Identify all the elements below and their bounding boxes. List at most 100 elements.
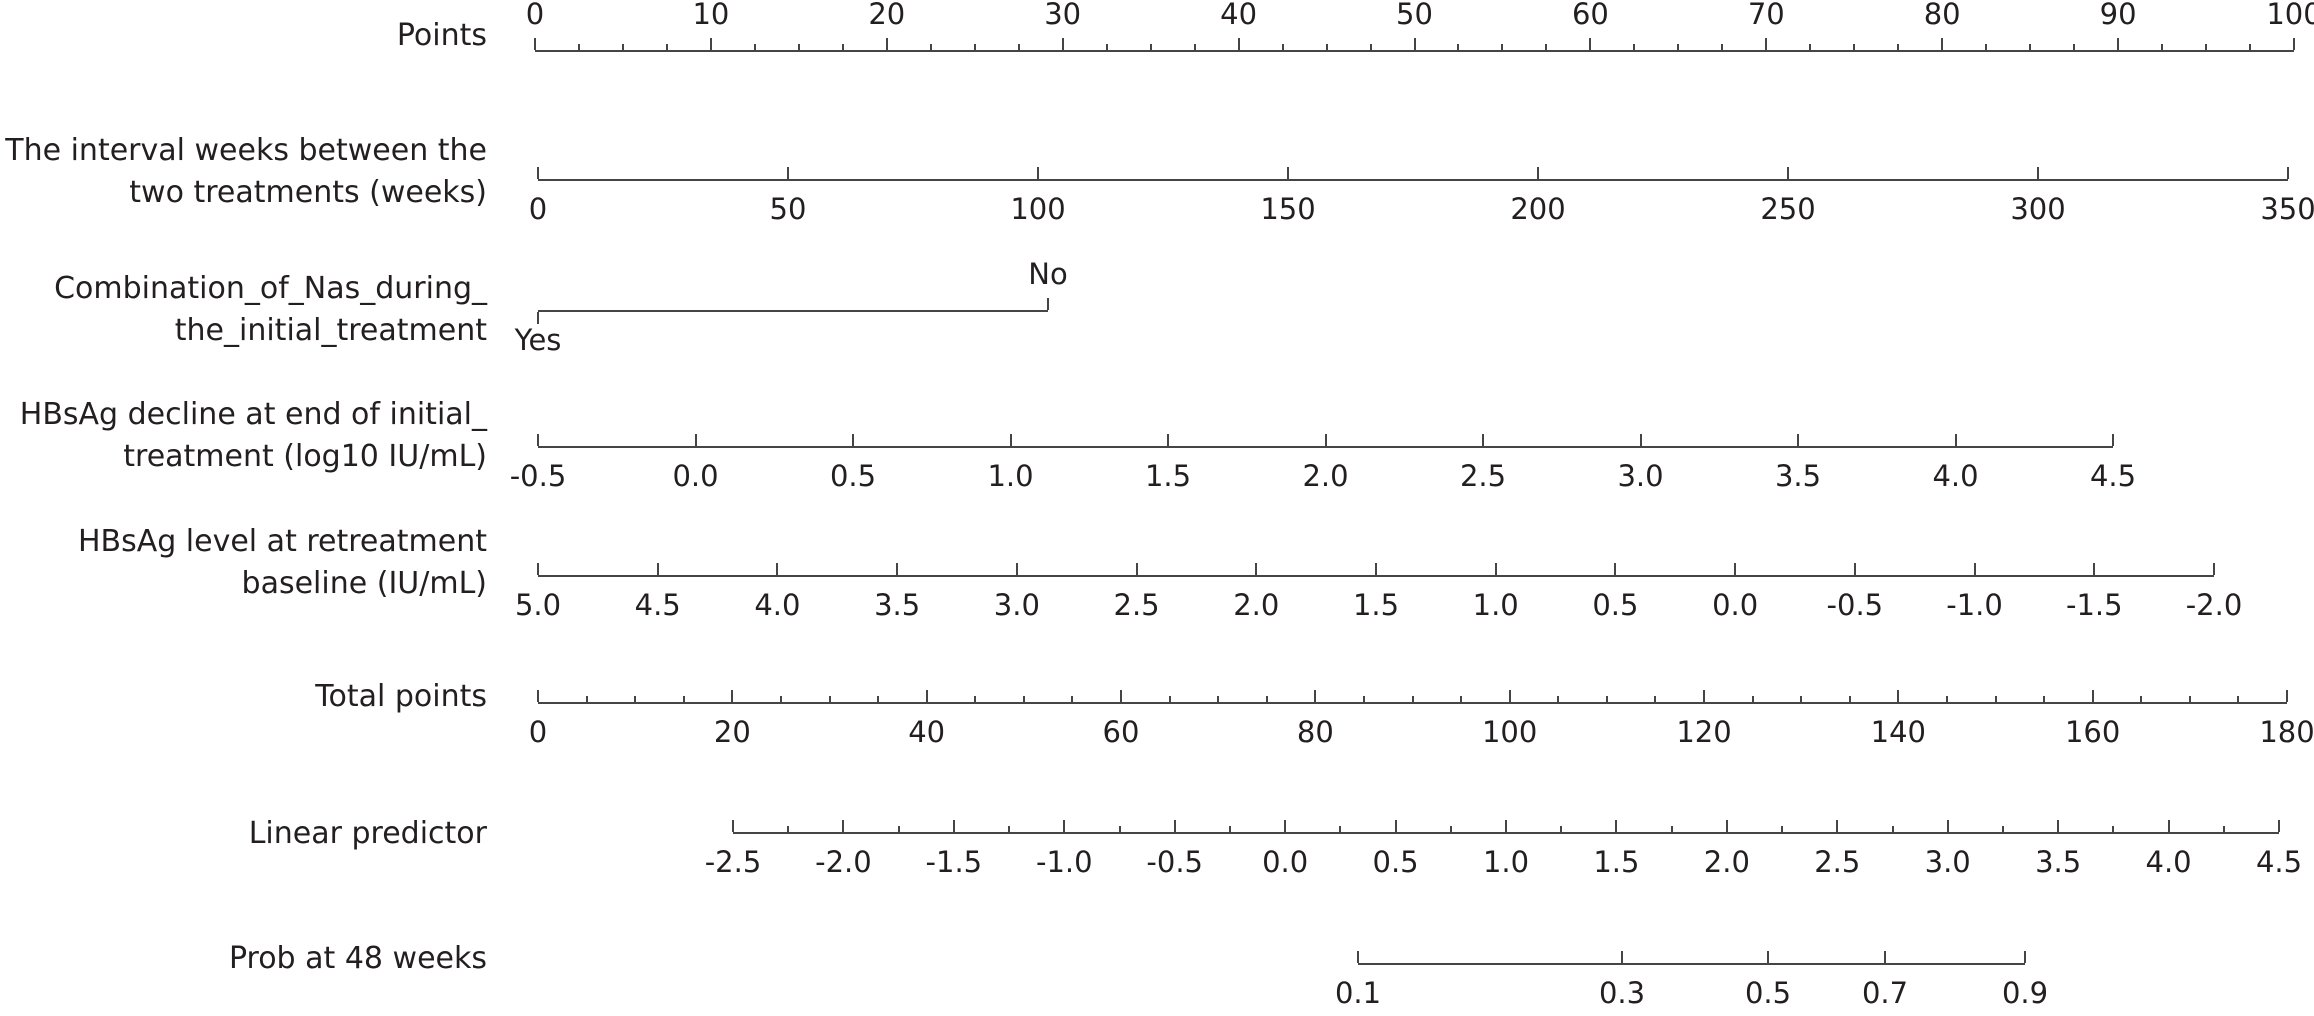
hbsag-level-major-tick bbox=[1135, 563, 1138, 575]
points-minor-tick bbox=[841, 44, 844, 50]
linear-predictor-tick-label: -2.5 bbox=[704, 845, 762, 879]
prob-48-weeks-tick-label: 0.1 bbox=[1334, 976, 1382, 1010]
interval-weeks-major-tick bbox=[1537, 167, 1539, 179]
combination-of-nas-major-tick bbox=[537, 312, 539, 324]
hbsag-decline-tick-label: 3.5 bbox=[1774, 459, 1822, 493]
prob-48-weeks-major-tick bbox=[1357, 951, 1359, 963]
points-minor-tick bbox=[2073, 44, 2076, 50]
total-points-minor-tick bbox=[634, 696, 637, 702]
hbsag-decline-tick-label: 4.5 bbox=[2089, 459, 2137, 493]
interval-weeks-tick-label: 0 bbox=[528, 192, 548, 226]
points-major-tick bbox=[2117, 38, 2120, 50]
axis-label-line: treatment (log10 IU/mL) bbox=[123, 439, 487, 474]
points-major-tick bbox=[885, 38, 888, 50]
linear-predictor-major-tick bbox=[1836, 820, 1839, 832]
prob-48-weeks-major-tick bbox=[2024, 951, 2026, 963]
linear-predictor-minor-tick bbox=[1228, 826, 1231, 832]
total-points-major-tick bbox=[1897, 690, 1900, 702]
hbsag-level-tick-label: 4.5 bbox=[634, 588, 681, 622]
hbsag-level-major-tick bbox=[1853, 563, 1856, 575]
combination-of-nas-tick-label: Yes bbox=[514, 323, 562, 357]
interval-weeks-tick-label: 350 bbox=[2260, 192, 2314, 226]
points-minor-tick bbox=[929, 44, 932, 50]
points-minor-tick bbox=[1017, 44, 1020, 50]
linear-predictor-major-tick bbox=[1284, 820, 1287, 832]
linear-predictor-minor-tick bbox=[1449, 826, 1452, 832]
total-points-minor-tick bbox=[974, 696, 977, 702]
axis-label-line: Linear predictor bbox=[248, 816, 487, 851]
hbsag-level-tick-label: 3.0 bbox=[993, 588, 1040, 622]
total-points-major-tick bbox=[1314, 690, 1317, 702]
total-points-minor-tick bbox=[682, 696, 685, 702]
linear-predictor-major-tick bbox=[732, 820, 734, 832]
interval-weeks-major-tick bbox=[537, 167, 539, 179]
points-tick-label: 80 bbox=[1923, 0, 1961, 31]
points-tick-label: 0 bbox=[525, 0, 545, 31]
linear-predictor-tick-label: 3.5 bbox=[2035, 845, 2082, 879]
points-tick-label: 70 bbox=[1747, 0, 1785, 31]
points-tick-label: 20 bbox=[868, 0, 906, 31]
linear-predictor-tick-label: 4.0 bbox=[2145, 845, 2192, 879]
total-points-major-tick bbox=[731, 690, 734, 702]
total-points-major-tick bbox=[2091, 690, 2094, 702]
hbsag-level-tick-label: -2.0 bbox=[2185, 588, 2243, 622]
interval-weeks-tick-label: 300 bbox=[2010, 192, 2066, 226]
hbsag-level-tick-label: 4.0 bbox=[754, 588, 801, 622]
linear-predictor-major-tick bbox=[1946, 820, 1949, 832]
hbsag-decline-major-tick bbox=[1009, 434, 1012, 446]
hbsag-level-tick-label: -1.0 bbox=[1946, 588, 2003, 622]
hbsag-decline-tick-label: 0.5 bbox=[829, 459, 877, 493]
linear-predictor-major-tick bbox=[1173, 820, 1176, 832]
points-minor-tick bbox=[1281, 44, 1284, 50]
total-points-minor-tick bbox=[1362, 696, 1365, 702]
interval-weeks-major-tick bbox=[1037, 167, 1039, 179]
total-points-major-tick bbox=[2286, 690, 2288, 702]
hbsag-level-major-tick bbox=[2093, 563, 2096, 575]
linear-predictor-minor-tick bbox=[2001, 826, 2004, 832]
total-points-tick-label: 180 bbox=[2259, 715, 2314, 749]
hbsag-decline-tick-label: -0.5 bbox=[509, 459, 567, 493]
prob-48-weeks-tick-label: 0.3 bbox=[1598, 976, 1646, 1010]
interval-weeks-major-tick bbox=[2287, 167, 2289, 179]
interval-weeks-major-tick bbox=[1787, 167, 1789, 179]
total-points-minor-tick bbox=[1605, 696, 1608, 702]
linear-predictor-tick-label: 1.0 bbox=[1482, 845, 1530, 879]
interval-weeks-major-tick bbox=[2037, 167, 2039, 179]
hbsag-decline-major-tick bbox=[694, 434, 697, 446]
points-minor-tick bbox=[2205, 44, 2208, 50]
linear-predictor-tick-label: -1.5 bbox=[925, 845, 983, 879]
interval-weeks-tick-label: 150 bbox=[1260, 192, 1316, 226]
combination-of-nas-axis-line bbox=[538, 310, 1048, 312]
linear-predictor-tick-label: 3.0 bbox=[1924, 845, 1971, 879]
hbsag-decline-axis-line bbox=[538, 446, 2113, 448]
linear-predictor-tick-label: 0.5 bbox=[1372, 845, 1419, 879]
prob-48-weeks-tick-label: 0.9 bbox=[2001, 976, 2049, 1010]
total-points-minor-tick bbox=[1168, 696, 1171, 702]
total-points-minor-tick bbox=[1945, 696, 1948, 702]
total-points-tick-label: 120 bbox=[1676, 715, 1732, 749]
hbsag-level-tick-label: 3.5 bbox=[874, 588, 921, 622]
points-minor-tick bbox=[797, 44, 800, 50]
linear-predictor-major-tick bbox=[1063, 820, 1066, 832]
interval-weeks-tick-label: 200 bbox=[1510, 192, 1566, 226]
total-points-tick-label: 80 bbox=[1296, 715, 1334, 749]
hbsag-decline-major-tick bbox=[1482, 434, 1484, 446]
points-minor-tick bbox=[1809, 44, 1812, 50]
points-tick-label: 100 bbox=[2266, 0, 2314, 31]
axis-label-total-points: Total points bbox=[315, 676, 487, 718]
axis-label-combination-of-nas: Combination_of_Nas_during_ the_initial_t… bbox=[54, 268, 487, 352]
linear-predictor-tick-label: -1.0 bbox=[1035, 845, 1093, 879]
total-points-tick-label: 0 bbox=[528, 715, 548, 749]
linear-predictor-major-tick bbox=[1394, 820, 1397, 832]
points-minor-tick bbox=[577, 44, 580, 50]
axis-label-hbsag-level: HBsAg level at retreatment baseline (IU/… bbox=[78, 521, 487, 605]
points-major-tick bbox=[2293, 38, 2295, 50]
linear-predictor-tick-label: -0.5 bbox=[1146, 845, 1203, 879]
points-tick-label: 40 bbox=[1220, 0, 1258, 31]
linear-predictor-minor-tick bbox=[1560, 826, 1563, 832]
hbsag-decline-major-tick bbox=[1954, 434, 1957, 446]
prob-48-weeks-tick-label: 0.7 bbox=[1861, 976, 1909, 1010]
hbsag-level-major-tick bbox=[776, 563, 779, 575]
points-minor-tick bbox=[1149, 44, 1152, 50]
